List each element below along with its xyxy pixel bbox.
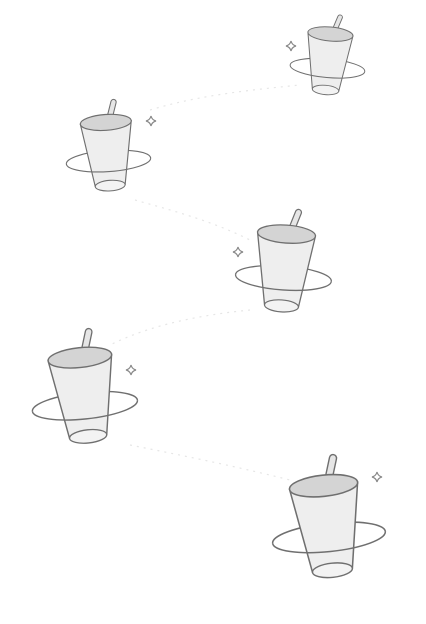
orbit-ring-front xyxy=(234,274,332,292)
cup-base xyxy=(263,299,300,313)
cup-base xyxy=(311,562,354,579)
cup-base xyxy=(311,84,340,96)
orbit-ring-front xyxy=(271,531,387,554)
cup-lid xyxy=(307,26,354,42)
cup-lid xyxy=(47,346,113,369)
trail-dots xyxy=(109,84,301,481)
cup-with-orbit-ring-icon xyxy=(289,14,366,96)
cup-with-orbit-ring-icon xyxy=(31,327,139,444)
cup-lid xyxy=(79,113,132,132)
cup-base xyxy=(94,179,126,192)
sparkle-icon xyxy=(285,40,297,52)
orbit-ring-front xyxy=(65,158,152,173)
orbit-ring-front xyxy=(31,400,139,421)
orbit-ring-front xyxy=(289,64,366,79)
cup-lid xyxy=(288,473,359,498)
cup-base xyxy=(68,428,108,444)
sparkle-icon xyxy=(125,364,137,376)
sparkle-icon xyxy=(145,115,157,127)
cup-lid xyxy=(256,224,317,244)
cup-with-orbit-ring-icon xyxy=(65,98,152,192)
sparkle-icon xyxy=(371,471,383,483)
cup-with-orbit-ring-icon xyxy=(234,208,332,313)
cup-with-orbit-ring-icon xyxy=(271,453,387,579)
sparkle-icon xyxy=(232,246,244,258)
